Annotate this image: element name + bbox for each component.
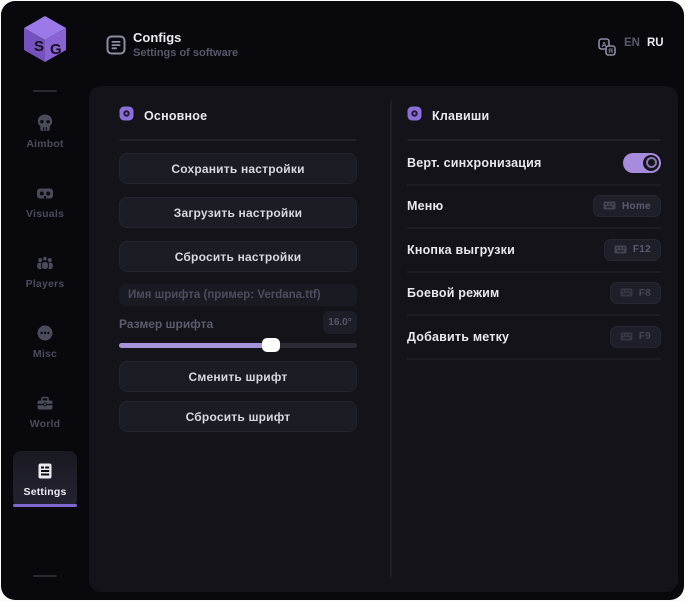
active-tab-underline: [13, 504, 77, 507]
keyboard-icon: [620, 328, 633, 346]
mark-keybind-button[interactable]: F9: [609, 325, 661, 348]
mark-key-label: Добавить метку: [407, 329, 510, 344]
gear-badge-icon: [119, 106, 134, 126]
lang-ru-button[interactable]: RU: [647, 37, 664, 49]
sidebar-item-misc[interactable]: Misc: [13, 313, 77, 369]
configs-icon: [105, 34, 127, 61]
sidebar-item-label: Settings: [23, 485, 67, 498]
column-divider: [390, 100, 392, 578]
menu-key-value: Home: [622, 200, 651, 212]
unload-key-value: F12: [632, 244, 651, 256]
reset-settings-button[interactable]: Сбросить настройки: [119, 241, 357, 272]
main-panel-header: Основное: [119, 106, 207, 126]
svg-text:S: S: [34, 38, 44, 55]
vr-goggles-icon: [35, 183, 55, 203]
skull-icon: [35, 113, 55, 133]
combat-keybind-button[interactable]: F8: [609, 282, 661, 305]
unload-key-label: Кнопка выгрузки: [407, 242, 516, 257]
font-size-slider-fill: [119, 343, 272, 348]
font-size-slider[interactable]: [119, 338, 357, 352]
sidebar-item-label: Visuals: [26, 207, 64, 220]
combat-key-value: F8: [638, 287, 651, 299]
menu-key-row: Меню Home: [407, 186, 661, 229]
font-size-label: Размер шрифта: [119, 317, 214, 331]
page-subtitle: Settings of software: [133, 47, 239, 59]
list-icon: [35, 461, 55, 481]
sidebar-item-settings[interactable]: Settings: [13, 451, 77, 507]
combat-key-row: Боевой режим F8: [407, 273, 661, 316]
svg-text:G: G: [50, 41, 62, 58]
vsync-toggle[interactable]: [623, 152, 661, 173]
sidebar: S G Aimbot: [1, 1, 89, 600]
vsync-row: Верт. синхронизация: [407, 142, 661, 186]
sidebar-item-visuals[interactable]: Visuals: [13, 173, 77, 229]
reset-font-button[interactable]: Сбросить шрифт: [119, 401, 357, 432]
sidebar-item-players[interactable]: Players: [13, 243, 77, 299]
gear-badge-icon: [407, 106, 422, 126]
sphere-dots-icon: [35, 323, 55, 343]
keys-panel-divider: [407, 139, 661, 141]
mark-key-row: Добавить метку F9: [407, 316, 661, 360]
change-font-button[interactable]: Сменить шрифт: [119, 361, 357, 392]
keyboard-icon: [603, 197, 616, 215]
toolbox-icon: [35, 393, 55, 413]
save-settings-button[interactable]: Сохранить настройки: [119, 153, 357, 184]
sidebar-top-divider: [33, 90, 57, 92]
svg-text:Я: Я: [608, 48, 613, 55]
sidebar-item-label: World: [29, 417, 61, 430]
menu-key-label: Меню: [407, 199, 444, 214]
keyboard-icon: [620, 284, 633, 302]
sidebar-item-label: Players: [25, 277, 65, 290]
unload-keybind-button[interactable]: F12: [603, 238, 661, 261]
app-logo-icon: S G: [21, 13, 69, 65]
load-settings-button[interactable]: Загрузить настройки: [119, 197, 357, 228]
sidebar-item-world[interactable]: World: [13, 383, 77, 439]
unload-key-row: Кнопка выгрузки F12: [407, 229, 661, 273]
people-icon: [35, 253, 55, 273]
mark-key-value: F9: [638, 331, 651, 343]
vsync-label: Верт. синхронизация: [407, 155, 542, 170]
sidebar-item-aimbot[interactable]: Aimbot: [13, 103, 77, 159]
font-size-slider-thumb[interactable]: [262, 338, 281, 352]
translate-icon: A Я: [598, 38, 616, 61]
font-name-input[interactable]: [119, 284, 357, 306]
keys-rows: Верт. синхронизация Меню: [407, 142, 661, 360]
keys-panel-title: Клавиши: [432, 109, 490, 123]
keyboard-icon: [614, 241, 627, 259]
page-title: Configs: [133, 30, 182, 45]
menu-keybind-button[interactable]: Home: [593, 195, 661, 218]
main-card: Основное Сохранить настройки Загрузить н…: [89, 86, 678, 592]
font-size-value: 16.0°: [323, 311, 357, 334]
main-panel-divider: [119, 139, 357, 141]
combat-key-label: Боевой режим: [407, 286, 500, 301]
keys-panel-header: Клавиши: [407, 106, 489, 126]
svg-text:A: A: [602, 42, 607, 49]
main-panel-title: Основное: [144, 109, 208, 123]
sidebar-item-label: Aimbot: [26, 137, 64, 150]
toggle-knob-icon: [643, 154, 659, 171]
sidebar-bottom-divider: [33, 575, 57, 577]
lang-en-button[interactable]: EN: [624, 37, 640, 49]
sidebar-item-label: Misc: [32, 347, 58, 360]
